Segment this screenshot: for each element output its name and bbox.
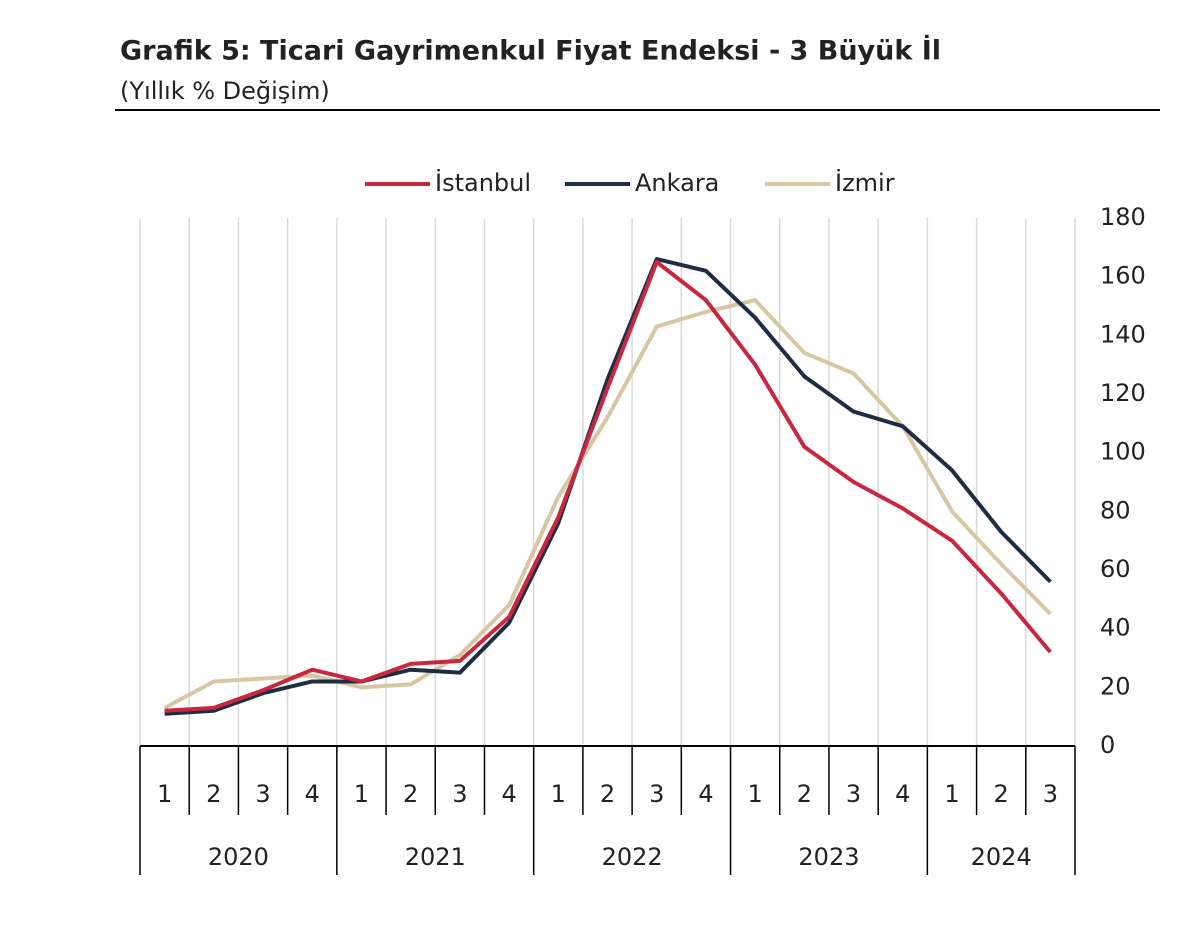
x-tick-label: 4 [305,780,320,808]
x-tick-label: 1 [354,780,369,808]
series-line [163,298,1052,710]
year-label: 2020 [208,843,269,871]
x-tick-label: 1 [551,780,566,808]
x-tick-label: 3 [452,780,467,808]
y-tick-label: 100 [1100,438,1146,466]
year-label: 2022 [602,843,663,871]
x-tick-label: 2 [797,780,812,808]
x-tick-label: 1 [747,780,762,808]
x-tick-label: 1 [944,780,959,808]
x-tick-label: 4 [895,780,910,808]
chart-title: Grafik 5: Ticari Gayrimenkul Fiyat Endek… [120,35,941,67]
year-label: 2023 [798,843,859,871]
series-line [164,257,1052,716]
y-tick-label: 60 [1100,555,1131,583]
y-tick-label: 0 [1100,731,1115,759]
x-tick-label: 1 [157,780,172,808]
y-tick-label: 20 [1100,672,1131,700]
x-tick-label: 4 [698,780,713,808]
x-tick-label: 3 [255,780,270,808]
legend-label: İstanbul [435,168,531,197]
x-tick-label: 3 [649,780,664,808]
x-tick-label: 2 [994,780,1009,808]
year-label: 2024 [971,843,1032,871]
legend-label: Ankara [635,169,719,197]
y-tick-label: 180 [1100,203,1146,231]
x-tick-label: 3 [846,780,861,808]
x-tick-label: 2 [403,780,418,808]
y-tick-label: 160 [1100,262,1146,290]
y-tick-label: 120 [1100,379,1146,407]
legend-label: İzmir [835,168,895,197]
series-line [164,260,1052,713]
x-tick-label: 3 [1043,780,1058,808]
x-tick-label: 2 [206,780,221,808]
y-tick-label: 80 [1100,496,1131,524]
y-tick-label: 40 [1100,614,1131,642]
x-tick-label: 4 [501,780,516,808]
y-tick-label: 140 [1100,320,1146,348]
year-label: 2021 [405,843,466,871]
chart-subtitle: (Yıllık % Değişim) [120,77,330,105]
x-tick-label: 2 [600,780,615,808]
